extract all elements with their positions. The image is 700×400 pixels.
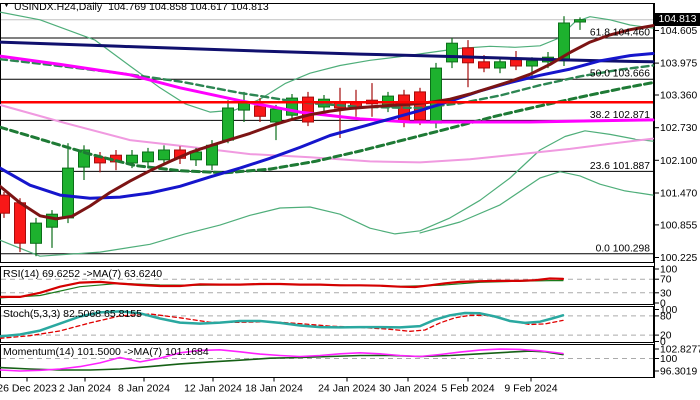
candle-body [78,149,90,168]
stoch-tick-label: 0 [660,337,666,348]
symbol-period-label: USINDX.H24,Daily [14,1,103,13]
momentum-tick-label: 100 [660,354,677,365]
ma-blue [0,52,655,200]
price-tick-label: 102.100 [660,156,697,167]
stoch-pane-frame [0,306,654,343]
ma-green-slow [0,81,655,175]
candle-body [238,102,250,111]
chart-title: USINDX.H24,Daily 104.769 104.858 104.617 … [14,1,269,13]
candle-body [158,149,170,161]
candle-body [222,107,234,141]
symbol-dropdown-icon[interactable]: ▼ [3,2,10,9]
rsi-indicator-label: RSI(14) 69.6252 ->MA(7) 63.6240 [3,268,163,280]
candle-body [254,105,266,117]
ma-navy [0,40,655,64]
momentum-indicator-label: Momentum(14) 101.5000 ->MA(7) 101.1684 [3,346,209,358]
candle-body [62,167,74,219]
stoch-tick-label: 80 [660,311,672,322]
main-pane-frame [0,3,654,263]
date-tick-label: 18 Jan 2024 [245,383,303,395]
rsi-tick-label: 0 [660,299,666,310]
candle-body [126,154,138,164]
price-tick-label: 101.470 [660,188,697,199]
candle-body [430,67,442,124]
price-tick-label: 103.975 [660,59,697,70]
date-tick-label: 12 Jan 2024 [184,383,242,395]
candle-body [286,97,298,116]
candle-body [510,59,522,67]
stoch-main-line [0,310,565,338]
date-tick-label: 30 Jan 2024 [379,383,437,395]
fib-level-label: 0.0 100.298 [596,243,651,254]
candle-body [0,194,10,214]
candle-body [446,42,458,63]
price-tick-label: 104.605 [660,26,697,37]
date-tick-label: 24 Jan 2024 [318,383,376,395]
stoch-indicator-label: Stoch(5,3,3) 82.5068 65.8155 [3,308,142,320]
price-tick-label: 102.730 [660,123,697,134]
rsi-line [0,277,565,298]
candle-body [574,19,586,23]
rsi-pane-frame [0,266,654,305]
date-tick-label: 9 Feb 2024 [504,383,557,395]
candle-body [526,60,538,67]
ma-lightpink [0,103,654,164]
rsi-tick-label: 100 [660,265,677,276]
stoch-tick-label: 100 [660,305,677,316]
candle-body [206,144,218,166]
date-tick-label: 5 Feb 2024 [441,383,494,395]
candle-body [462,47,474,64]
momentum-line [0,348,564,372]
candle-body [494,61,506,69]
ohlc-values: 104.769 104.858 104.617 104.813 [108,1,269,13]
momentum-pane-frame [0,344,654,378]
fib-level-label: 23.6 101.887 [590,161,650,172]
date-tick-label: 8 Jan 2024 [118,383,170,395]
momentum-tick-label: 102.8277 [660,345,700,356]
current-price-badge: 104.813 [655,13,700,26]
candle-body [478,61,490,69]
candle-body [414,91,426,121]
date-tick-label: 2 Jan 2024 [59,383,111,395]
rsi-tick-label: 30 [660,288,672,299]
price-tick-label: 100.225 [660,253,697,264]
candle-body [302,96,314,123]
fib-level-label: 38.2 102.871 [590,110,650,121]
candle-body [142,151,154,163]
candle-body [14,202,26,244]
stoch-tick-label: 20 [660,331,672,342]
candle-body [270,108,282,123]
price-tick-label: 100.855 [660,220,697,231]
band-lower [0,130,654,257]
rsi-tick-label: 70 [660,275,672,286]
candle-body [30,222,42,244]
fib-level-label: 50.0 103.666 [590,69,650,80]
ma-magenta [0,54,655,124]
candle-body [46,213,58,228]
envelope-lower [419,171,654,234]
date-tick-label: 26 Dec 2023 [0,383,57,395]
momentum-tick-label: 96.3019 [660,366,697,377]
price-tick-label: 103.360 [660,91,697,102]
ma-maroon [0,24,655,221]
momentum-ma-line [0,350,564,371]
fib-level-label: 61.8 104.460 [590,27,650,38]
